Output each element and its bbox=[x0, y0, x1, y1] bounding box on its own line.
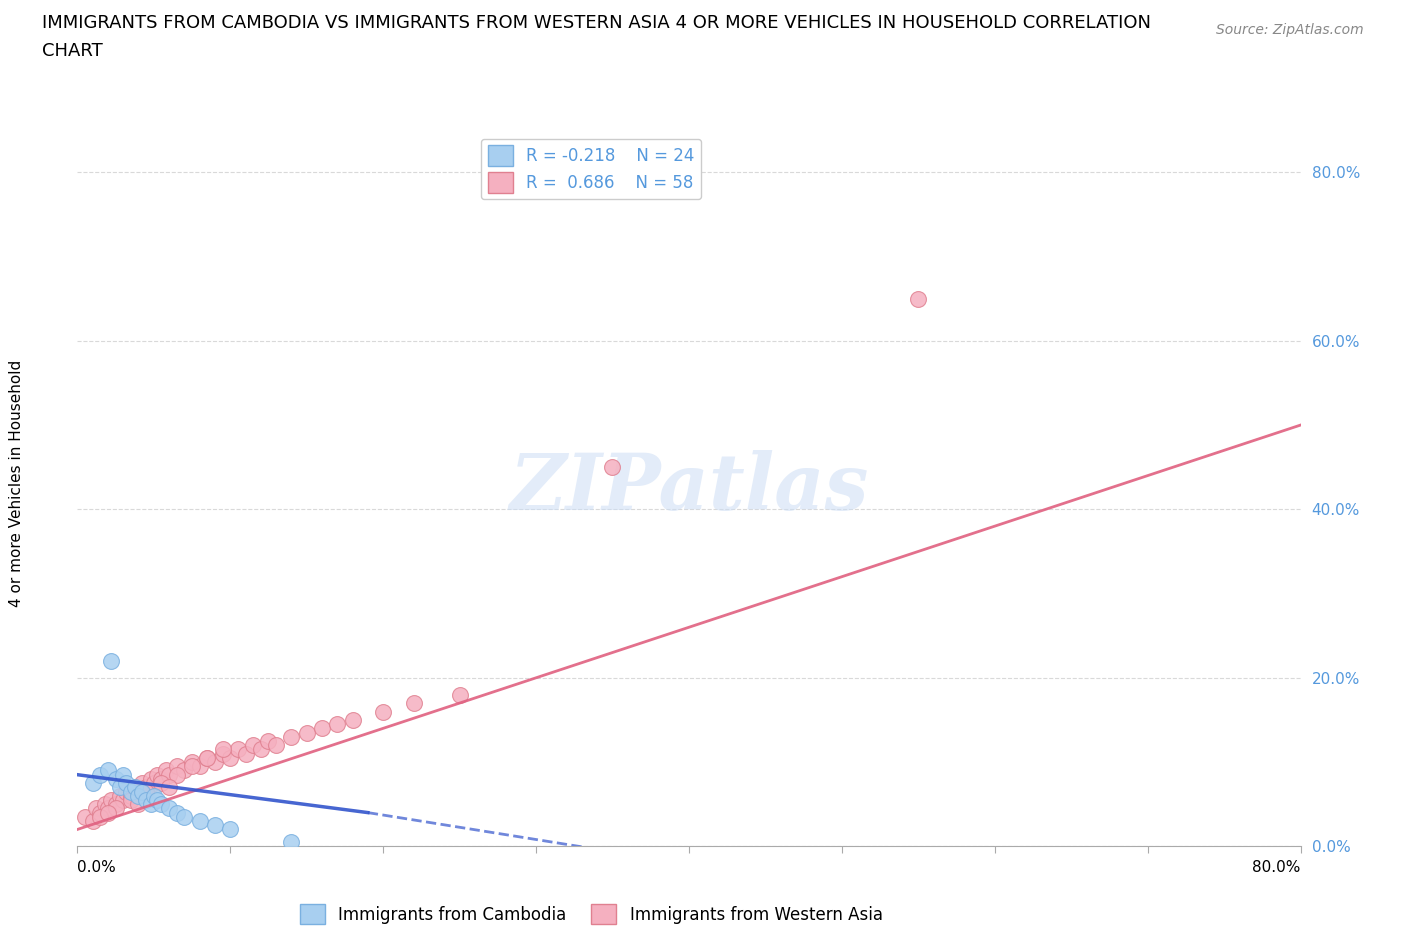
Point bbox=[139, 772, 162, 787]
Text: IMMIGRANTS FROM CAMBODIA VS IMMIGRANTS FROM WESTERN ASIA 4 OR MORE VEHICLES IN H: IMMIGRANTS FROM CAMBODIA VS IMMIGRANTS F… bbox=[42, 14, 1152, 32]
Point bbox=[89, 809, 111, 824]
Point bbox=[135, 780, 157, 795]
Point bbox=[166, 805, 188, 820]
Point bbox=[131, 784, 153, 799]
Point bbox=[142, 789, 165, 804]
Point bbox=[181, 759, 204, 774]
Point bbox=[120, 789, 142, 804]
Point bbox=[115, 784, 138, 799]
Point bbox=[280, 729, 302, 744]
Point bbox=[195, 751, 218, 765]
Point bbox=[108, 780, 131, 795]
Point bbox=[112, 792, 135, 807]
Point bbox=[127, 789, 149, 804]
Point bbox=[173, 763, 195, 777]
Point bbox=[211, 746, 233, 761]
Point bbox=[150, 797, 173, 812]
Point bbox=[602, 459, 624, 474]
Point bbox=[311, 721, 333, 736]
Point bbox=[250, 742, 273, 757]
Point bbox=[84, 801, 107, 816]
Point bbox=[211, 742, 233, 757]
Point bbox=[166, 759, 188, 774]
Point bbox=[155, 763, 177, 777]
Point bbox=[120, 792, 142, 807]
Point bbox=[204, 817, 226, 832]
Point bbox=[124, 780, 146, 795]
Point bbox=[295, 725, 318, 740]
Legend: Immigrants from Cambodia, Immigrants from Western Asia: Immigrants from Cambodia, Immigrants fro… bbox=[292, 897, 889, 930]
Point bbox=[135, 784, 157, 799]
Point bbox=[166, 767, 188, 782]
Point bbox=[127, 797, 149, 812]
Point bbox=[100, 654, 122, 669]
Point bbox=[142, 776, 165, 790]
Point bbox=[94, 797, 117, 812]
Point bbox=[326, 717, 349, 732]
Point bbox=[73, 809, 96, 824]
Point bbox=[127, 784, 149, 799]
Point bbox=[173, 809, 195, 824]
Point bbox=[264, 737, 287, 752]
Point bbox=[139, 797, 162, 812]
Point bbox=[108, 789, 131, 804]
Point bbox=[204, 754, 226, 769]
Point bbox=[280, 834, 302, 849]
Text: 0.0%: 0.0% bbox=[77, 860, 117, 875]
Point bbox=[135, 792, 157, 807]
Point bbox=[150, 772, 173, 787]
Point bbox=[342, 712, 364, 727]
Point bbox=[157, 801, 180, 816]
Point bbox=[89, 767, 111, 782]
Point bbox=[157, 780, 180, 795]
Point bbox=[97, 801, 120, 816]
Point bbox=[97, 805, 120, 820]
Point bbox=[188, 814, 211, 829]
Point bbox=[82, 776, 104, 790]
Point bbox=[219, 751, 242, 765]
Point bbox=[146, 792, 169, 807]
Point bbox=[112, 767, 135, 782]
Point bbox=[150, 776, 173, 790]
Point bbox=[115, 776, 138, 790]
Point bbox=[235, 746, 257, 761]
Point bbox=[257, 734, 280, 749]
Point bbox=[104, 772, 127, 787]
Point bbox=[181, 754, 204, 769]
Point bbox=[89, 805, 111, 820]
Text: CHART: CHART bbox=[42, 42, 103, 60]
Point bbox=[907, 291, 929, 306]
Point bbox=[226, 742, 249, 757]
Point bbox=[104, 801, 127, 816]
Point bbox=[124, 780, 146, 795]
Point bbox=[402, 696, 425, 711]
Point bbox=[120, 784, 142, 799]
Point bbox=[195, 751, 218, 765]
Point bbox=[97, 763, 120, 777]
Text: 4 or more Vehicles in Household: 4 or more Vehicles in Household bbox=[10, 360, 24, 607]
Point bbox=[131, 776, 153, 790]
Point bbox=[104, 797, 127, 812]
Point bbox=[188, 759, 211, 774]
Text: 80.0%: 80.0% bbox=[1253, 860, 1301, 875]
Point bbox=[219, 822, 242, 837]
Point bbox=[146, 767, 169, 782]
Point bbox=[449, 687, 471, 702]
Point bbox=[242, 737, 264, 752]
Point bbox=[371, 704, 394, 719]
Point bbox=[157, 767, 180, 782]
Point bbox=[100, 792, 122, 807]
Text: ZIPatlas: ZIPatlas bbox=[509, 450, 869, 526]
Text: Source: ZipAtlas.com: Source: ZipAtlas.com bbox=[1216, 23, 1364, 37]
Point bbox=[82, 814, 104, 829]
